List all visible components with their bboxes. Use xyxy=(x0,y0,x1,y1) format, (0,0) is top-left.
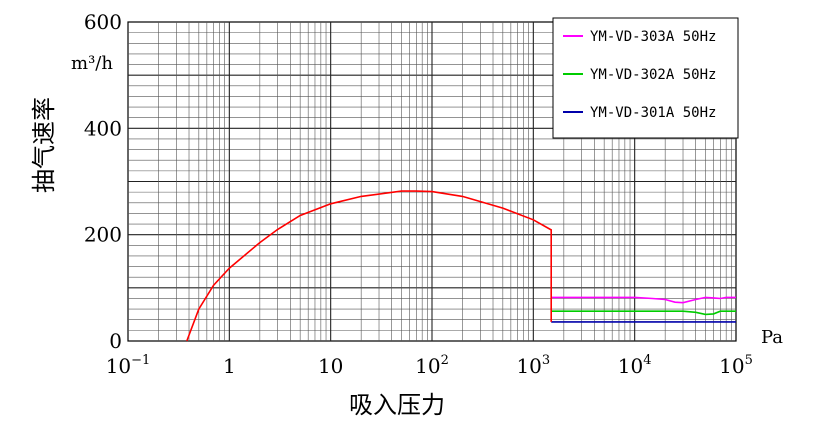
x-tick-label: 10−1 xyxy=(106,353,151,378)
x-tick-label: 104 xyxy=(618,353,652,378)
y-unit-label: m³/h xyxy=(71,53,113,74)
x-axis-title: 吸入压力 xyxy=(349,391,445,419)
legend-label: YM-VD-301A 50Hz xyxy=(590,105,716,121)
y-tick-label: 400 xyxy=(84,116,122,140)
series-line-4 xyxy=(186,190,553,342)
tick-labels: 0 200 400 600 10−1 1 10 102 103 104 105 xyxy=(84,10,753,378)
series-lines xyxy=(186,190,736,342)
series-line-1 xyxy=(551,296,736,304)
legend-label: YM-VD-302A 50Hz xyxy=(590,67,716,83)
y-tick-label: 200 xyxy=(84,223,122,247)
x-tick-label: 103 xyxy=(516,353,550,378)
x-tick-label: 105 xyxy=(719,353,753,378)
y-tick-label: 600 xyxy=(84,10,122,34)
legend-box xyxy=(552,17,739,139)
x-tick-label: 10 xyxy=(318,354,343,378)
y-tick-label: 0 xyxy=(109,329,122,353)
legend: YM-VD-303A 50Hz YM-VD-302A 50Hz YM-VD-301A… xyxy=(552,17,739,139)
series-line-2 xyxy=(551,310,736,316)
x-tick-label: 1 xyxy=(223,354,236,378)
x-unit-label: Pa xyxy=(761,327,783,348)
legend-label: YM-VD-303A 50Hz xyxy=(590,29,716,45)
y-axis-title: 抽气速率 xyxy=(30,97,58,193)
x-tick-label: 102 xyxy=(415,353,449,378)
